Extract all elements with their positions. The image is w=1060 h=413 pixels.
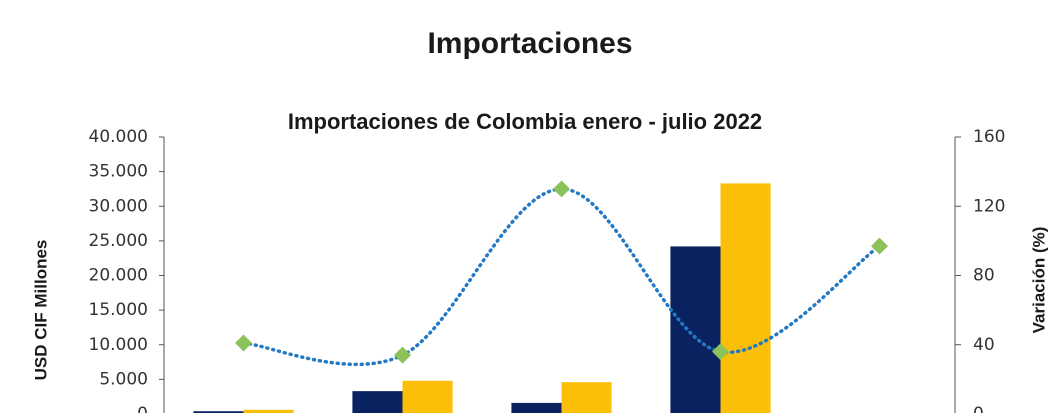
chart-title: Importaciones de Colombia enero - julio … [288, 109, 762, 134]
variation-line [241, 187, 882, 367]
bar [402, 380, 453, 413]
variation-marker [394, 346, 411, 364]
y-tick-label: 5.000 [99, 369, 148, 389]
y-tick-label: 0 [137, 404, 148, 413]
bar [352, 391, 403, 413]
y-tick-label: 35.000 [89, 162, 148, 182]
y-tick-label: 40.000 [89, 127, 148, 147]
variation-marker [553, 180, 570, 198]
bar [193, 411, 244, 413]
bar [720, 183, 771, 413]
y-axis-title: USD CIF Millones [31, 240, 50, 381]
y-tick-label: 30.000 [89, 196, 148, 216]
bar [511, 402, 562, 413]
y-tick-label: 10.000 [89, 335, 148, 355]
y2-tick-label: 0 [973, 404, 984, 413]
page-heading: Importaciones [427, 27, 632, 60]
variation-marker [235, 334, 252, 352]
y-tick-label: 15.000 [89, 300, 148, 320]
bar [243, 409, 294, 413]
variation-marker [871, 237, 888, 255]
bar [670, 246, 721, 413]
y-tick-label: 20.000 [89, 266, 148, 286]
y2-tick-label: 40 [973, 335, 995, 355]
variation-marker [712, 343, 729, 361]
y2-axis-title: Variación (%) [1029, 227, 1048, 334]
y2-tick-label: 80 [973, 266, 995, 286]
y-tick-label: 25.000 [89, 231, 148, 251]
y2-tick-label: 120 [973, 196, 1005, 216]
y2-tick-label: 160 [973, 127, 1005, 147]
bar [561, 382, 612, 413]
